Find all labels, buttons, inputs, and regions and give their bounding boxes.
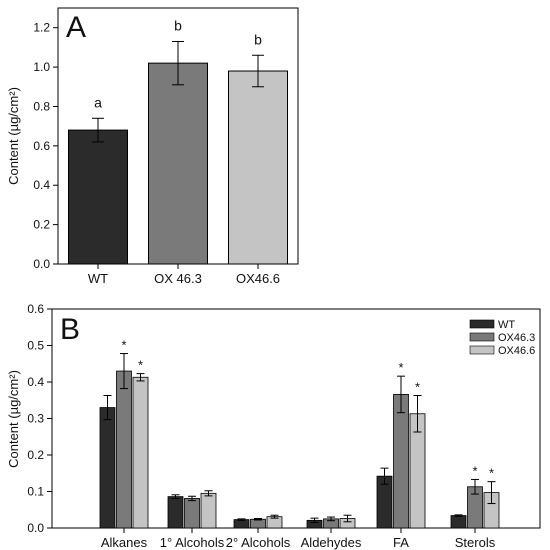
significance-letter: a xyxy=(94,94,102,110)
significance-star: * xyxy=(138,358,143,373)
y-tick-label: 0.4 xyxy=(27,375,44,389)
legend-swatch-ox46.6 xyxy=(469,345,495,355)
bar-ox46.6 xyxy=(200,492,217,529)
chart-a-x-tick-labels: WT OX 46.3 OX46.6 xyxy=(88,271,280,286)
significance-star: * xyxy=(121,338,126,353)
chart-a-bars: a b b xyxy=(68,17,288,269)
bar-ox46.6 xyxy=(132,376,149,529)
legend-label: WT xyxy=(498,319,515,331)
chart-a-y-axis-label: Content (µg/cm²) xyxy=(6,87,21,185)
panel-a-label: A xyxy=(66,11,86,44)
y-tick-label: 0.8 xyxy=(33,99,50,113)
significance-letter: b xyxy=(174,17,182,33)
bar xyxy=(148,62,208,265)
y-tick-label: 0.1 xyxy=(27,485,44,499)
x-tick-label: OX 46.3 xyxy=(154,271,202,286)
x-tick-label: Aldehydes xyxy=(301,535,362,550)
bar-ox46.3 xyxy=(250,518,266,529)
bar-wt xyxy=(450,515,467,529)
legend-swatch-ox46.3 xyxy=(469,332,495,342)
y-tick-label: 1.2 xyxy=(33,21,50,35)
bar-ox46.3 xyxy=(393,394,409,529)
x-tick-label: Sterols xyxy=(455,535,496,550)
x-tick-label: 2° Alcohols xyxy=(226,535,291,550)
bar-ox46.3 xyxy=(184,498,200,529)
x-tick-label: 1° Alcohols xyxy=(160,535,225,550)
y-tick-label: 1.0 xyxy=(33,60,50,74)
panel-b-label: B xyxy=(60,313,80,346)
chart-b: B Content (µg/cm²) 0.0 0.1 0.2 0.3 0.4 0.5 0.6… xyxy=(6,302,541,550)
chart-b-y-ticks: 0.0 0.1 0.2 0.3 0.4 0.5 0.6 xyxy=(27,302,52,535)
bar-wt xyxy=(99,407,116,529)
legend-label: OX46.3 xyxy=(498,332,535,344)
y-tick-label: 0.6 xyxy=(33,139,50,153)
y-tick-label: 0.2 xyxy=(27,448,44,462)
significance-star: * xyxy=(398,360,403,375)
y-tick-label: 0.0 xyxy=(27,521,44,535)
chart-b-y-axis-label: Content (µg/cm²) xyxy=(6,370,21,468)
significance-star: * xyxy=(415,380,420,395)
y-tick-label: 0.5 xyxy=(27,339,44,353)
bar-wt xyxy=(233,519,250,529)
legend-label: OX46.6 xyxy=(498,345,535,357)
bar-wt xyxy=(167,496,184,529)
bar-ox46.3 xyxy=(116,370,132,529)
y-tick-label: 0.4 xyxy=(33,178,50,192)
chart-b-x-tick-labels: Alkanes 1° Alcohols 2° Alcohols Aldehydes FA… xyxy=(101,535,496,550)
chart-b-bars: * * * * * * xyxy=(99,338,500,533)
significance-star: * xyxy=(472,463,477,478)
bar xyxy=(68,129,128,265)
x-tick-label: OX46.6 xyxy=(236,271,280,286)
chart-a: A Content (µg/cm²) 0.0 0.2 0.4 0.6 0.8 1.0 1.2… xyxy=(6,7,299,286)
y-tick-label: 0.6 xyxy=(27,302,44,316)
x-tick-label: Alkanes xyxy=(101,535,148,550)
x-tick-label: FA xyxy=(393,535,409,550)
significance-star: * xyxy=(489,466,494,481)
y-tick-label: 0.2 xyxy=(33,218,50,232)
significance-letter: b xyxy=(254,31,262,47)
y-tick-label: 0.0 xyxy=(33,257,50,271)
chart-a-y-ticks: 0.0 0.2 0.4 0.6 0.8 1.0 1.2 xyxy=(33,21,58,271)
bar xyxy=(228,70,288,265)
legend-swatch-wt xyxy=(469,319,495,329)
y-tick-label: 0.3 xyxy=(27,412,44,426)
x-tick-label: WT xyxy=(88,271,108,286)
